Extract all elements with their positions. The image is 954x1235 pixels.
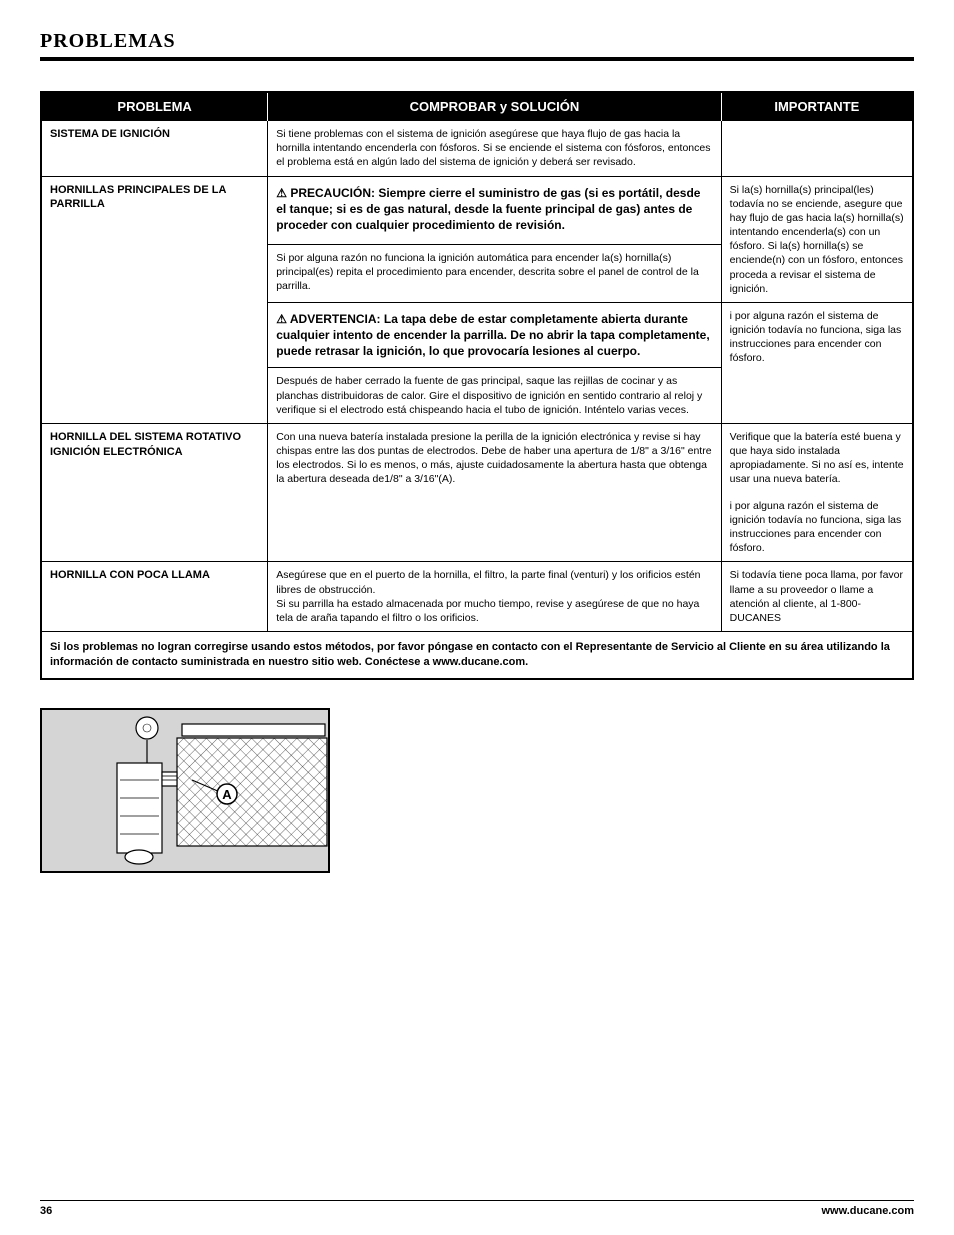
problem-label: HORNILLA DEL SISTEMA ROTATIVO IGNICIÓN E… [50,431,241,458]
check-text: Asegúrese que en el puerto de la hornill… [268,562,721,632]
important-text: Si todavía tiene poca llama, por favor l… [721,562,913,632]
footer-url: www.ducane.com [821,1205,914,1217]
header-important: IMPORTANTE [721,92,913,121]
page-number: 36 [40,1205,52,1217]
important-text: i por alguna razón el sistema de ignició… [721,493,913,562]
important-text [721,121,913,177]
table-row: HORNILLAS PRINCIPALES DE LA PARRILLA ⚠ P… [41,176,913,244]
page-footer: 36 www.ducane.com [0,1200,954,1217]
table-row: SISTEMA DE IGNICIÓN Si tiene problemas c… [41,121,913,177]
caution-block: ⚠ PRECAUCIÓN: Siempre cierre el suminist… [276,183,712,236]
warning-block: ⚠ ADVERTENCIA: La tapa debe de estar com… [276,309,712,362]
page-title: PROBLEMAS [40,30,914,53]
header-problem: PROBLEMA [41,92,268,121]
table-header-row: PROBLEMA COMPROBAR y SOLUCIÓN IMPORTANTE [41,92,913,121]
diagram-svg: A [42,710,328,871]
check-text: Después de haber cerrado la fuente de ga… [268,368,721,424]
check-text: Con una nueva batería instalada presione… [268,423,721,561]
diagram-label-a: A [222,787,232,802]
footer-rule [40,1200,914,1201]
problem-label: SISTEMA DE IGNICIÓN [50,128,170,140]
problem-label: HORNILLA CON POCA LLAMA [50,569,210,581]
footnote-text: Si los problemas no logran corregirse us… [41,632,913,679]
important-text: i por alguna razón el sistema de ignició… [721,302,913,423]
header-check: COMPROBAR y SOLUCIÓN [268,92,721,121]
check-text: Si tiene problemas con el sistema de ign… [268,121,721,177]
title-underline [40,57,914,61]
warning-text: ADVERTENCIA: La tapa debe de estar compl… [276,312,709,358]
important-text: Si la(s) hornilla(s) principal(les) toda… [721,176,913,302]
troubleshooting-table: PROBLEMA COMPROBAR y SOLUCIÓN IMPORTANTE… [40,91,914,680]
check-text: Si por alguna razón no funciona la ignic… [268,244,721,302]
warning-icon: ⚠ [276,311,287,327]
table-footnote-row: Si los problemas no logran corregirse us… [41,632,913,679]
important-text: Verifique que la batería esté buena y qu… [721,423,913,492]
problem-label: HORNILLAS PRINCIPALES DE LA PARRILLA [50,184,226,211]
table-row: HORNILLA CON POCA LLAMA Asegúrese que en… [41,562,913,632]
caution-icon: ⚠ [276,185,287,201]
caution-text: PRECAUCIÓN: Siempre cierre el suministro… [276,186,700,232]
burner-diagram: A [40,708,330,873]
table-row: HORNILLA DEL SISTEMA ROTATIVO IGNICIÓN E… [41,423,913,492]
